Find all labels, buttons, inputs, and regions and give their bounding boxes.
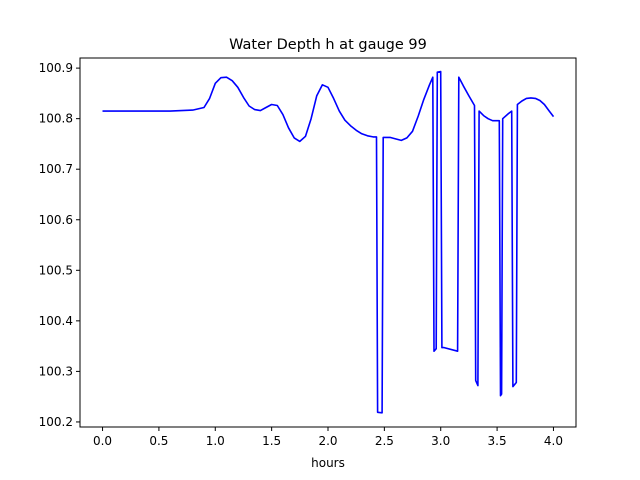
y-tick-label: 100.8 <box>39 112 73 126</box>
x-tick-label: 3.0 <box>431 434 450 448</box>
x-axis-label: hours <box>311 456 345 470</box>
y-tick-label: 100.7 <box>39 162 73 176</box>
series-layer <box>102 70 555 414</box>
x-tick-label: 0.5 <box>149 434 168 448</box>
y-tick-label: 100.4 <box>39 314 73 328</box>
chart-title: Water Depth h at gauge 99 <box>229 37 427 53</box>
y-tick-label: 100.3 <box>39 364 73 378</box>
x-tick-label: 2.5 <box>375 434 394 448</box>
y-tick-label: 100.9 <box>39 61 73 75</box>
y-axis: 100.2 100.3 100.4 100.5 100.6 100.7 100.8 100.9 <box>39 61 80 429</box>
x-tick-label: 4.0 <box>544 434 563 448</box>
x-tick-label: 1.5 <box>262 434 281 448</box>
x-tick-label: 0.0 <box>93 434 112 448</box>
y-tick-label: 100.5 <box>39 263 73 277</box>
x-axis: 0.0 0.5 1.0 1.5 2.0 2.5 3.0 3.5 4.0 <box>93 427 563 448</box>
x-tick-label: 2.0 <box>318 434 337 448</box>
y-tick-label: 100.2 <box>39 415 73 429</box>
x-tick-label: 3.5 <box>488 434 507 448</box>
x-tick-label: 1.0 <box>206 434 225 448</box>
series-line <box>102 70 555 414</box>
y-tick-label: 100.6 <box>39 213 73 227</box>
